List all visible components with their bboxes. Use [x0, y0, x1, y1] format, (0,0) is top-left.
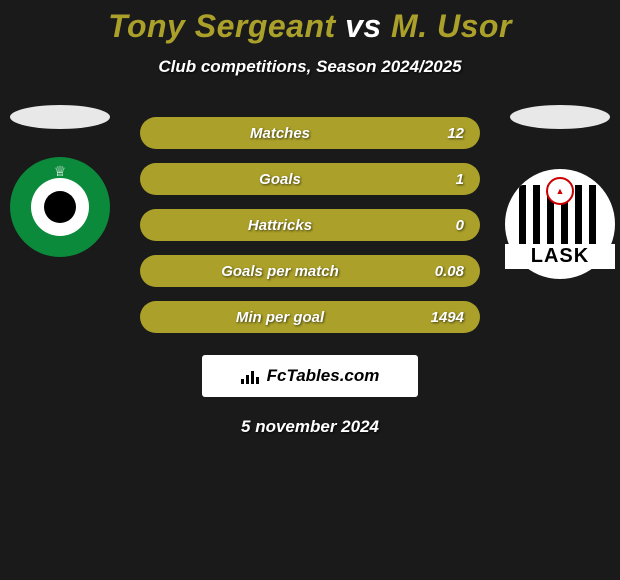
stat-label: Goals per match [140, 263, 420, 280]
barchart-icon [241, 368, 261, 384]
date-label: 5 november 2024 [0, 417, 620, 437]
stat-row: Matches12 [140, 117, 480, 149]
player1-avatar [10, 105, 110, 129]
stat-value: 0 [420, 217, 464, 234]
logo-inner [31, 178, 89, 236]
stat-row: Goals1 [140, 163, 480, 195]
stat-row: Goals per match0.08 [140, 255, 480, 287]
stat-label: Matches [140, 125, 420, 142]
stat-row: Min per goal1494 [140, 301, 480, 333]
player1-column: ♕ [0, 105, 120, 257]
vs-label: vs [345, 8, 382, 44]
comparison-panel: ♕ ▲ LASK Matches12 Goals1 Hattricks0 Goals … [0, 117, 620, 437]
crown-icon: ♕ [54, 163, 67, 180]
lask-wordmark: LASK [505, 244, 615, 269]
stat-value: 1 [420, 171, 464, 188]
page-title: Tony Sergeant vs M. Usor [0, 0, 620, 45]
stat-value: 0.08 [420, 263, 464, 280]
subtitle: Club competitions, Season 2024/2025 [0, 57, 620, 77]
stat-label: Goals [140, 171, 420, 188]
player2-column: ▲ LASK [500, 105, 620, 279]
stat-label: Hattricks [140, 217, 420, 234]
player1-name: Tony Sergeant [108, 8, 336, 44]
stat-value: 12 [420, 125, 464, 142]
lask-badge-icon: ▲ [546, 177, 574, 205]
player2-avatar [510, 105, 610, 129]
logo-core [44, 191, 76, 223]
stat-row: Hattricks0 [140, 209, 480, 241]
club-logo-cercle-brugge: ♕ [10, 157, 110, 257]
player2-name: M. Usor [391, 8, 512, 44]
club-logo-lask: ▲ LASK [505, 169, 615, 279]
brand-text: FcTables.com [267, 366, 380, 386]
stat-value: 1494 [420, 309, 464, 326]
stats-list: Matches12 Goals1 Hattricks0 Goals per match… [140, 117, 480, 333]
stat-label: Min per goal [140, 309, 420, 326]
brand-watermark: FcTables.com [202, 355, 418, 397]
